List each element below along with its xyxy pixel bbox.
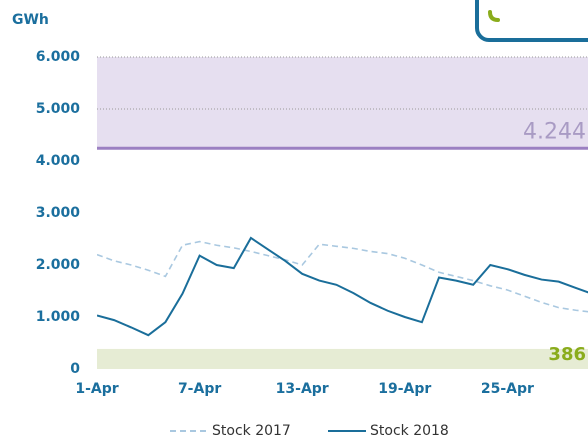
y-tick-label: 5.000: [36, 101, 81, 117]
y-tick-label: 3.000: [36, 205, 81, 221]
band-label: 4.244: [523, 119, 586, 144]
y-tick-label: 4.000: [36, 153, 81, 169]
logo-mark: [488, 10, 500, 22]
band-label: 386: [548, 344, 586, 365]
band: [97, 57, 588, 149]
plot-area: [97, 56, 588, 369]
y-tick-label: 2.000: [36, 257, 81, 273]
band: [97, 348, 588, 369]
x-tick-label: 1-Apr: [75, 381, 118, 397]
x-tick-label: 25-Apr: [481, 381, 534, 397]
series-line: [97, 236, 588, 337]
legend-label: Stock 2017: [212, 423, 291, 439]
x-tick-label: 19-Apr: [378, 381, 431, 397]
x-tick-label: 7-Apr: [178, 381, 221, 397]
y-axis-label: GWh: [12, 12, 49, 28]
legend-label: Stock 2018: [370, 423, 449, 439]
series-line: [97, 240, 588, 313]
y-tick-label: 6.000: [36, 49, 81, 65]
x-tick-label: 13-Apr: [276, 381, 329, 397]
y-tick-label: 0: [70, 361, 80, 377]
logo-frame: [475, 0, 588, 42]
y-tick-label: 1.000: [36, 309, 81, 325]
